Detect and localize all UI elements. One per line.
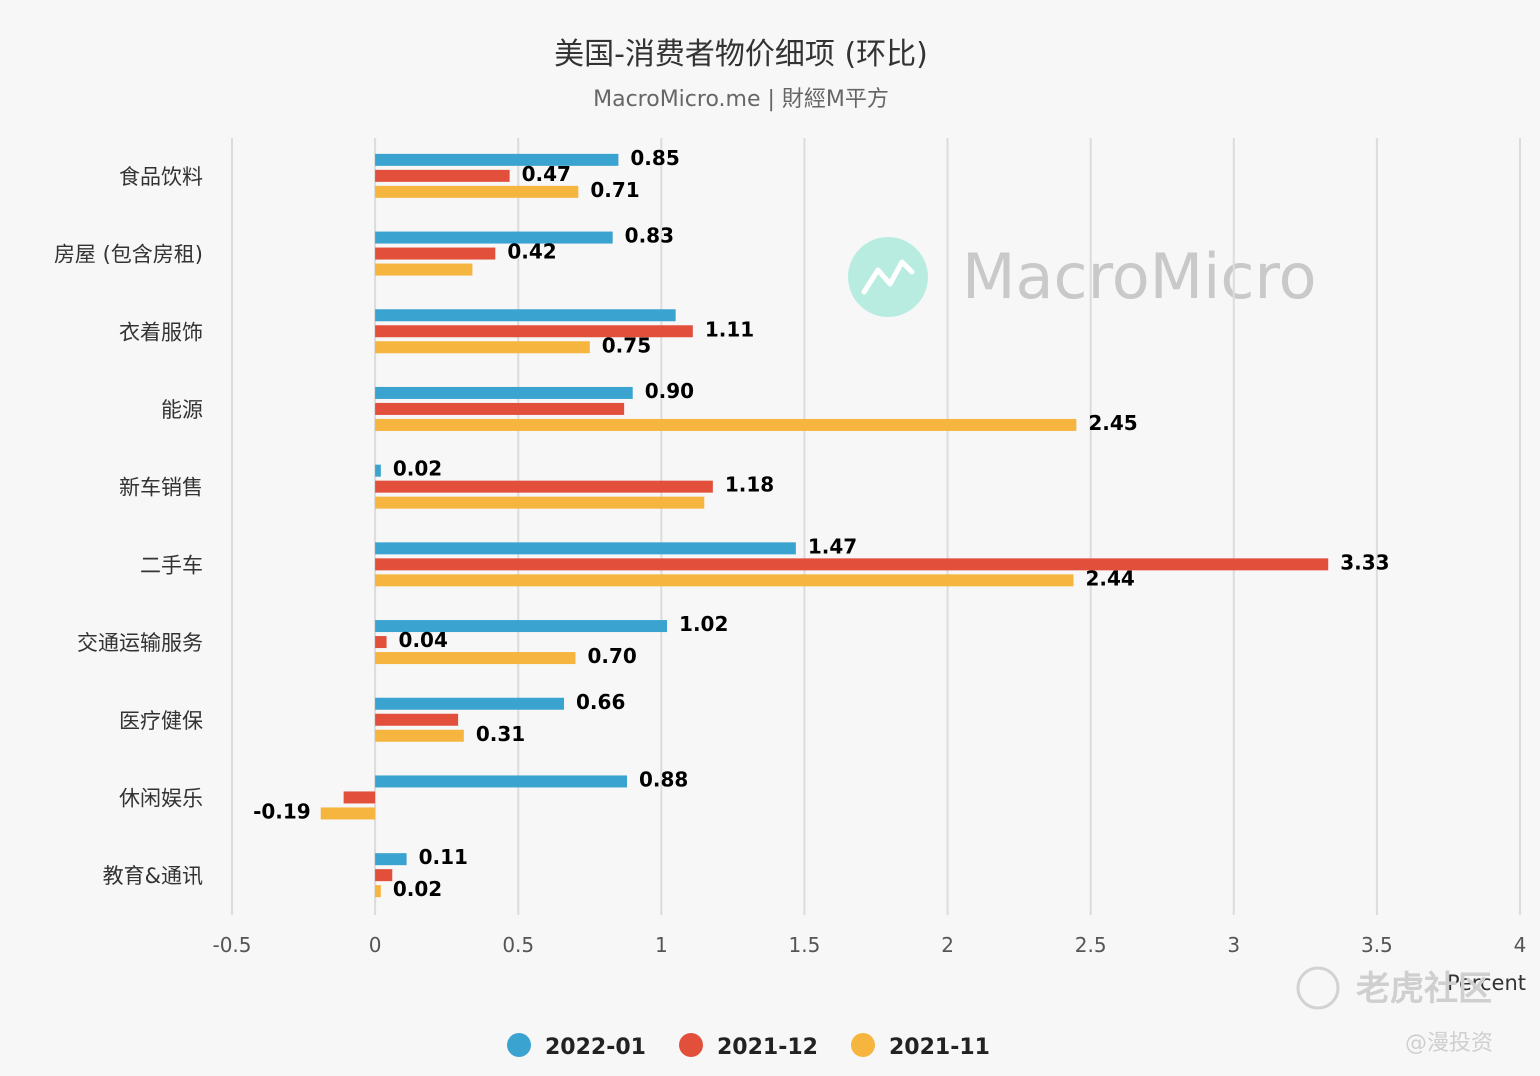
data-label: 0.04 (399, 628, 448, 652)
bar (375, 775, 627, 788)
bars (320, 153, 1329, 898)
bar (375, 853, 407, 866)
x-tick-label: 2.5 (1075, 933, 1107, 957)
bar (375, 169, 510, 182)
legend: 2022-01 2021-12 2021-11 (507, 1033, 990, 1060)
data-label: 0.31 (476, 722, 525, 746)
watermark-logo: MacroMicro (848, 237, 1317, 317)
watermark-chart-icon (861, 259, 915, 295)
bar (375, 153, 619, 166)
x-tick-label: 4 (1514, 933, 1527, 957)
bar (375, 402, 625, 415)
legend-label: 2021-11 (889, 1035, 990, 1060)
corner-watermark-sub: @漫投资 (1405, 1031, 1493, 1056)
data-label: 3.33 (1340, 550, 1389, 574)
category-label: 食品饮料 (119, 165, 203, 189)
category-label: 二手车 (140, 553, 203, 577)
data-label: 0.02 (393, 877, 442, 901)
x-tick-label: 1 (655, 933, 668, 957)
data-label: 1.47 (808, 534, 857, 558)
data-label: 0.83 (625, 224, 674, 248)
data-label: 0.42 (507, 240, 556, 264)
bar (375, 231, 613, 244)
category-label: 衣着服饰 (119, 320, 203, 344)
data-label: 0.88 (639, 767, 688, 791)
legend-swatch (507, 1033, 531, 1057)
data-label: 0.85 (630, 146, 679, 170)
category-label: 新车销售 (119, 476, 203, 500)
legend-item[interactable]: 2021-11 (851, 1033, 990, 1060)
legend-label: 2022-01 (545, 1035, 646, 1060)
x-tick-label: -0.5 (212, 933, 251, 957)
data-label: 0.02 (393, 457, 442, 481)
x-tick-label: 3.5 (1361, 933, 1393, 957)
x-tick-label: 0.5 (502, 933, 534, 957)
data-label: 2.44 (1085, 566, 1134, 590)
data-labels: 0.85 0.47 0.71 0.83 0.42 1.11 0.75 0.90 2.45 0.02… (253, 146, 1390, 901)
data-label: 0.47 (522, 162, 571, 186)
chart-title: 美国-消费者物价细项 (环比) (554, 37, 928, 72)
x-tick-label: 0 (369, 933, 382, 957)
corner-watermark: 老虎社区 @漫投资 (1296, 966, 1493, 1056)
data-label: 0.66 (576, 690, 625, 714)
category-label: 房屋 (包含房租) (54, 243, 203, 267)
bar (375, 885, 381, 898)
bar (375, 496, 705, 509)
corner-watermark-text: 老虎社区 (1356, 969, 1492, 1009)
x-axis-title: Percent (1447, 971, 1526, 995)
data-label: 1.11 (705, 317, 754, 341)
legend-swatch (851, 1033, 875, 1057)
bar (375, 542, 796, 555)
bar (343, 791, 376, 804)
x-tick-label: 1.5 (789, 933, 821, 957)
data-label: 1.18 (725, 473, 774, 497)
legend-label: 2021-12 (717, 1035, 818, 1060)
bar (375, 713, 459, 726)
bar (375, 309, 676, 322)
category-label: 能源 (161, 398, 203, 422)
bar (375, 869, 393, 882)
bar (375, 636, 387, 649)
chart-subtitle: MacroMicro.me | 財經M平方 (593, 87, 889, 112)
bar (375, 247, 496, 260)
category-label: 医疗健保 (119, 709, 203, 733)
x-tick-label: 2 (941, 933, 954, 957)
bar (375, 263, 473, 276)
data-label: 0.90 (645, 379, 694, 403)
data-label: 0.70 (587, 644, 636, 668)
data-label: 2.45 (1088, 411, 1137, 435)
bar (375, 620, 668, 633)
value-axis: -0.5 0 0.5 1 1.5 2 2.5 3 3.5 4 (212, 933, 1526, 957)
legend-swatch (679, 1033, 703, 1057)
bar (375, 574, 1074, 587)
tiger-logo-icon (1296, 966, 1340, 1010)
bar (375, 464, 381, 477)
x-tick-label: 3 (1227, 933, 1240, 957)
bar (375, 418, 1077, 431)
legend-item[interactable]: 2022-01 (507, 1033, 646, 1060)
category-label: 教育&通讯 (103, 864, 203, 888)
data-label: 1.02 (679, 612, 728, 636)
data-label: 0.71 (590, 178, 639, 202)
category-label: 交通运输服务 (77, 631, 203, 655)
bar (375, 697, 565, 710)
legend-item[interactable]: 2021-12 (679, 1033, 818, 1060)
watermark-brand: MacroMicro (962, 240, 1317, 313)
data-label: 0.11 (419, 845, 468, 869)
category-label: 休闲娱乐 (119, 786, 203, 810)
data-label: 0.75 (602, 333, 651, 357)
bar (375, 325, 693, 338)
data-label: -0.19 (253, 799, 311, 823)
bar (375, 386, 633, 399)
bar (375, 341, 590, 354)
bar (320, 807, 376, 820)
bar (375, 558, 1329, 571)
bar (375, 480, 713, 493)
bar (375, 729, 464, 742)
bar (375, 185, 579, 198)
watermark-circle-icon (848, 237, 928, 317)
bar (375, 652, 576, 665)
